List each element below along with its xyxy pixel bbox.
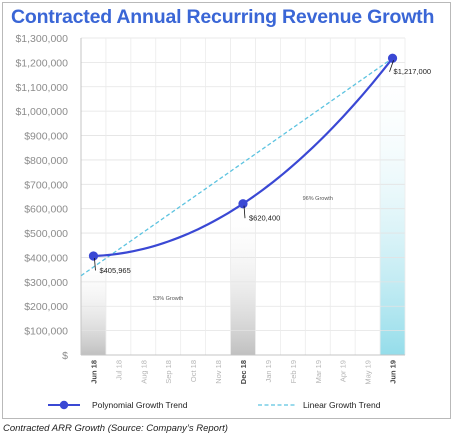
- x-tick-label: Jun 18: [89, 360, 98, 384]
- y-tick-label: $: [62, 350, 68, 362]
- chart-title: Contracted Annual Recurring Revenue Grow…: [11, 6, 435, 28]
- growth-annotation: 96% Growth: [303, 196, 333, 202]
- x-tick-label: Mar 19: [314, 360, 323, 383]
- data-point-1: [238, 199, 248, 209]
- label-leader: [389, 60, 394, 72]
- y-tick-label: $400,000: [24, 252, 68, 264]
- y-tick-label: $100,000: [24, 326, 68, 338]
- label-leader: [243, 205, 246, 219]
- x-tick-label: May 19: [364, 360, 373, 385]
- data-label-1: $620,400: [249, 214, 280, 223]
- y-tick-label: $700,000: [24, 179, 68, 191]
- data-point-2: [387, 53, 398, 63]
- legend-linear-label: Linear Growth Trend: [303, 400, 381, 410]
- y-tick-label: $500,000: [24, 228, 68, 240]
- x-tick-label: Jul 18: [114, 360, 123, 380]
- x-tick-label: Feb 19: [289, 360, 298, 383]
- x-tick-label: Dec 18: [239, 360, 248, 384]
- legend-poly-marker: [59, 400, 69, 410]
- y-tick-label: $1,000,000: [15, 106, 68, 118]
- chart-plot: $ $100,000 $200,000 $300,000 $400,000 $500,00…: [15, 33, 432, 410]
- linear-trend-line: [80, 57, 393, 277]
- data-label-0: $405,965: [99, 266, 130, 275]
- x-tick-label: Oct 18: [189, 360, 198, 382]
- data-label-2: $1,217,000: [394, 67, 432, 76]
- y-tick-label: $1,300,000: [15, 33, 68, 45]
- label-leader: [94, 257, 96, 271]
- y-tick-label: $200,000: [24, 301, 68, 313]
- highlight-bar-1: [230, 203, 256, 355]
- x-tick-label: Aug 18: [139, 360, 148, 384]
- y-tick-label: $600,000: [24, 204, 68, 216]
- y-tick-label: $800,000: [24, 155, 68, 167]
- legend-poly-label: Polynomial Growth Trend: [92, 400, 188, 410]
- x-tick-label: Apr 19: [339, 360, 348, 382]
- x-tick-label: Jun 19: [389, 360, 398, 384]
- y-tick-label: $900,000: [24, 131, 68, 143]
- data-point-0: [88, 251, 99, 261]
- y-tick-label: $1,200,000: [15, 57, 68, 69]
- x-tick-label: Jan 19: [264, 360, 273, 383]
- highlight-bar-0: [81, 256, 106, 355]
- highlight-bar-2: [380, 58, 405, 356]
- x-tick-label: Nov 18: [214, 360, 223, 384]
- y-tick-label: $300,000: [24, 277, 68, 289]
- x-tick-label: Sep 18: [164, 360, 173, 384]
- growth-annotation: 53% Growth: [153, 296, 183, 302]
- figure-caption: Contracted ARR Growth (Source: Company’s…: [3, 423, 228, 434]
- y-tick-label: $1,100,000: [15, 82, 68, 94]
- chart-frame: Contracted Annual Recurring Revenue Grow…: [2, 2, 451, 419]
